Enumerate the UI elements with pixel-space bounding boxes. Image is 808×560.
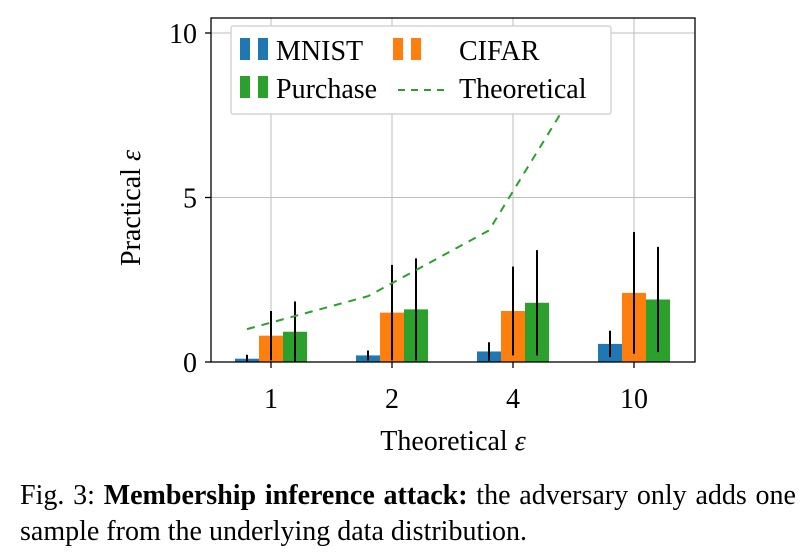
legend-swatch-mnist	[258, 38, 268, 60]
legend: MNIST CIFAR Purchase Theoretical	[230, 25, 612, 115]
legend-swatch-cifar	[411, 38, 421, 60]
y-tick-label: 10	[169, 19, 197, 50]
bars	[235, 292, 670, 362]
legend-label: Theoretical	[459, 74, 587, 105]
chart: 0 5 10 1 2 4 10 MNIST CIFAR Purchase Theoretical …	[116, 17, 696, 457]
caption-body: the adversary only adds one sample from …	[20, 480, 796, 547]
legend-swatch-mnist	[240, 38, 250, 60]
legend-label: Purchase	[276, 74, 377, 105]
y-axis-label: Practical ε	[116, 150, 147, 266]
axis-ticks: 0 5 10 1 2 4 10	[169, 19, 648, 415]
x-axis-label: Theoretical ε	[380, 426, 526, 457]
legend-box	[230, 25, 612, 115]
x-tick-label: 1	[264, 384, 278, 415]
x-tick-label: 2	[385, 384, 399, 415]
y-tick-label: 5	[183, 184, 197, 215]
caption-title: Membership inference attack:	[103, 480, 468, 511]
x-tick-label: 4	[506, 384, 520, 415]
figure-caption: Fig. 3: Membership inference attack: the…	[20, 478, 796, 550]
legend-swatch-purchase	[258, 76, 268, 98]
legend-swatch-cifar	[393, 38, 403, 60]
x-tick-label: 10	[620, 384, 648, 415]
theoretical-line	[246, 32, 611, 331]
legend-swatch-purchase	[240, 76, 250, 98]
caption-prefix: Fig. 3:	[20, 480, 104, 511]
error-bars	[246, 232, 659, 362]
legend-label: CIFAR	[459, 36, 540, 67]
axes-frame	[210, 17, 696, 363]
legend-label: MNIST	[276, 36, 363, 67]
y-tick-label: 0	[183, 348, 197, 379]
